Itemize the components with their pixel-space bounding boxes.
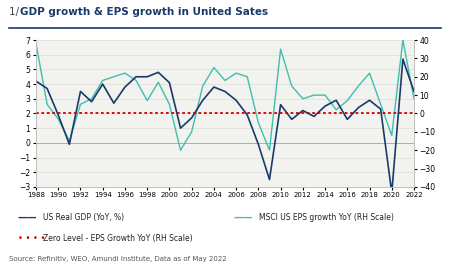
Text: ——: ——: [18, 213, 37, 223]
Text: 1/: 1/: [9, 7, 22, 17]
Text: GDP growth & EPS growth in United Sates: GDP growth & EPS growth in United Sates: [20, 7, 268, 17]
Text: Zero Level - EPS Growth YoY (RH Scale): Zero Level - EPS Growth YoY (RH Scale): [43, 234, 193, 244]
Text: MSCI US EPS growth YoY (RH Scale): MSCI US EPS growth YoY (RH Scale): [259, 213, 394, 222]
Text: • • • •: • • • •: [18, 234, 45, 244]
Text: ——: ——: [234, 213, 253, 223]
Text: Source: Refinitiv, WEO, Amundi Institute, Data as of May 2022: Source: Refinitiv, WEO, Amundi Institute…: [9, 256, 227, 262]
Text: US Real GDP (YoY, %): US Real GDP (YoY, %): [43, 213, 124, 222]
